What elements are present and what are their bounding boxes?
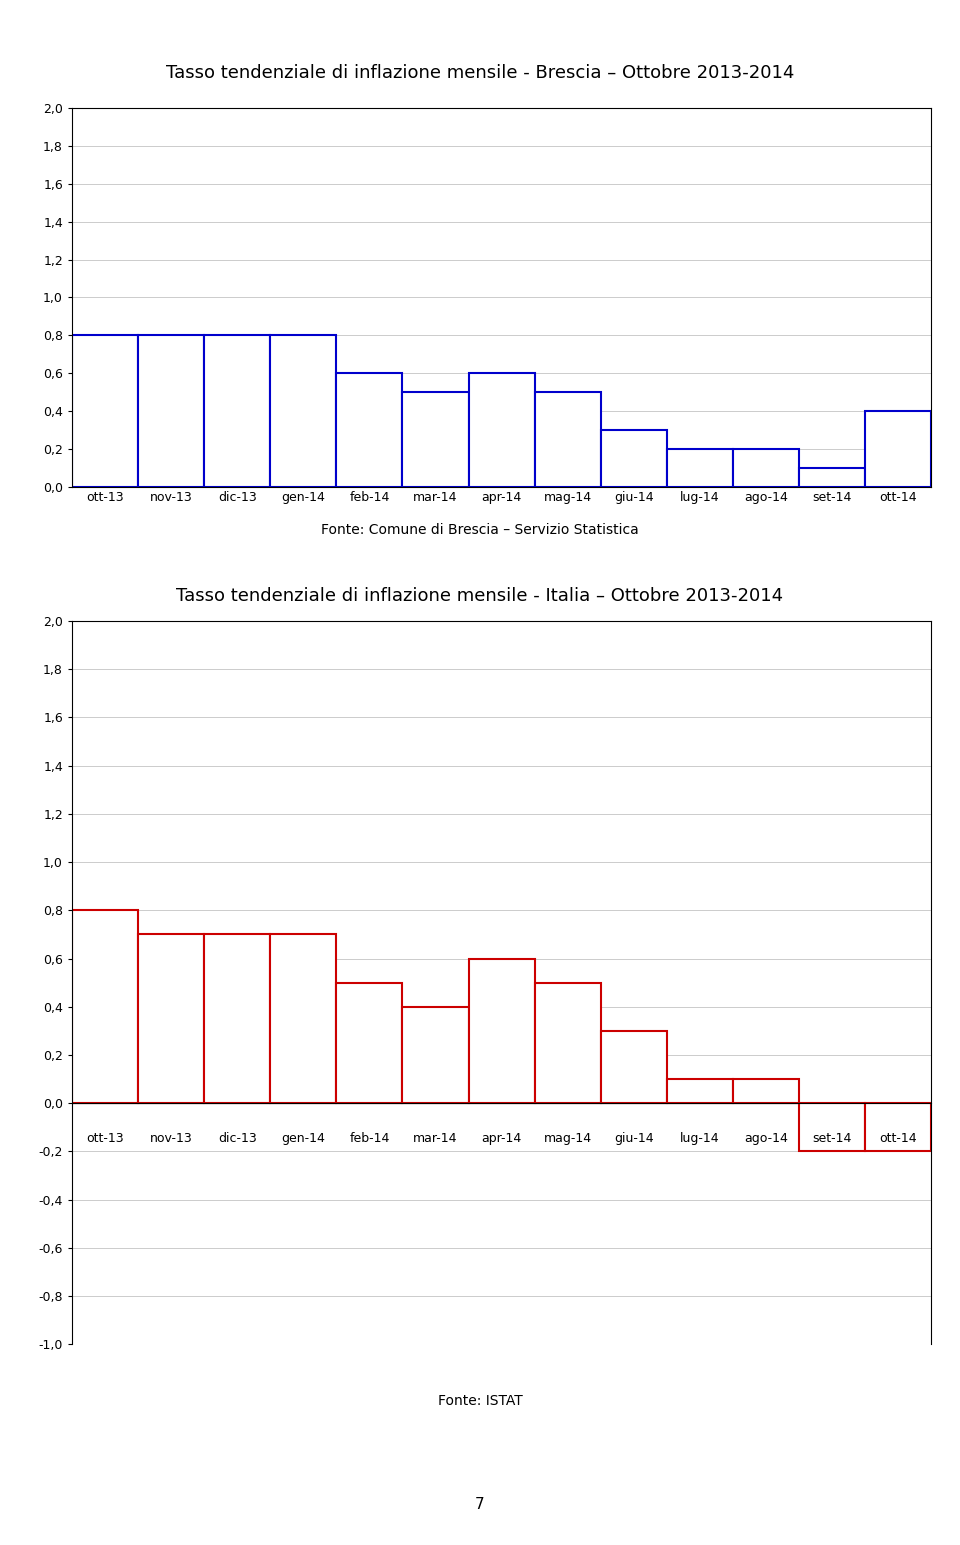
Bar	[535, 392, 601, 487]
Bar	[732, 448, 799, 487]
Text: Tasso tendenziale di inflazione mensile - Italia – Ottobre 2013-2014: Tasso tendenziale di inflazione mensile …	[177, 587, 783, 606]
Text: dic-13: dic-13	[218, 1132, 256, 1145]
Bar	[402, 392, 468, 487]
Bar	[799, 1103, 865, 1151]
Bar	[204, 335, 271, 487]
Bar	[667, 1078, 732, 1103]
Text: set-14: set-14	[812, 1132, 852, 1145]
Bar	[271, 935, 336, 1103]
Bar	[138, 335, 204, 487]
Bar	[138, 935, 204, 1103]
Bar	[667, 448, 732, 487]
Bar	[865, 1103, 931, 1151]
Bar	[72, 335, 138, 487]
Text: nov-13: nov-13	[150, 1132, 193, 1145]
Text: ott-14: ott-14	[879, 1132, 917, 1145]
Bar	[468, 958, 535, 1103]
Text: Fonte: ISTAT: Fonte: ISTAT	[438, 1394, 522, 1409]
Bar	[402, 1007, 468, 1103]
Text: apr-14: apr-14	[482, 1132, 521, 1145]
Bar	[468, 372, 535, 487]
Text: feb-14: feb-14	[349, 1132, 390, 1145]
Text: 7: 7	[475, 1497, 485, 1513]
Text: mar-14: mar-14	[413, 1132, 458, 1145]
Bar	[601, 430, 667, 487]
Text: giu-14: giu-14	[614, 1132, 654, 1145]
Text: gen-14: gen-14	[281, 1132, 325, 1145]
Bar	[535, 983, 601, 1103]
Bar	[799, 468, 865, 487]
Bar	[204, 935, 271, 1103]
Text: ago-14: ago-14	[744, 1132, 788, 1145]
Bar	[865, 411, 931, 487]
Text: lug-14: lug-14	[680, 1132, 720, 1145]
Bar	[336, 983, 402, 1103]
Text: mag-14: mag-14	[543, 1132, 591, 1145]
Bar	[336, 372, 402, 487]
Bar	[72, 910, 138, 1103]
Text: ott-13: ott-13	[86, 1132, 124, 1145]
Text: Tasso tendenziale di inflazione mensile - Brescia – Ottobre 2013-2014: Tasso tendenziale di inflazione mensile …	[166, 63, 794, 82]
Bar	[732, 1078, 799, 1103]
Bar	[271, 335, 336, 487]
Bar	[601, 1031, 667, 1103]
Text: Fonte: Comune di Brescia – Servizio Statistica: Fonte: Comune di Brescia – Servizio Stat…	[322, 522, 638, 538]
